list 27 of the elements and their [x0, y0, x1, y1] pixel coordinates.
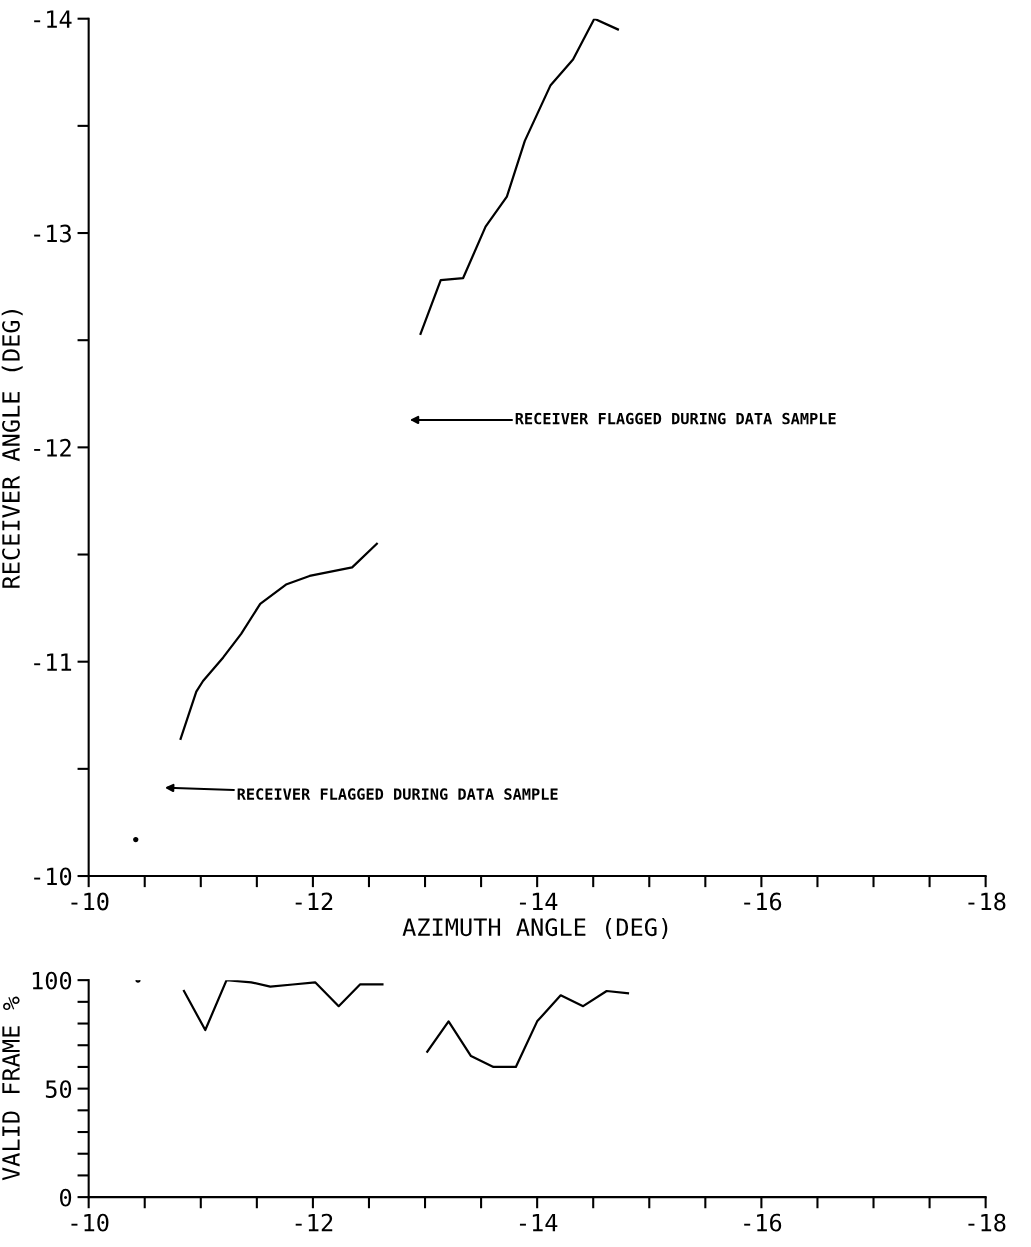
y-tick-label: -14: [34, 10, 72, 28]
x-tick-label: -14: [519, 1213, 558, 1232]
annotation: RECEIVER FLAGGED DURING DATA SAMPLE: [515, 412, 836, 425]
y-tick-label: -13: [34, 224, 71, 243]
x-tick-label: -18: [968, 1213, 1006, 1232]
x-tick-label: -10: [71, 1213, 109, 1232]
y-axis-title: RECEIVER ANGLE (DEG): [1, 310, 23, 588]
y-tick-label: -10: [34, 867, 72, 886]
x-tick-label: -14: [519, 892, 558, 911]
line-series: [419, 18, 619, 335]
x-tick-label: -16: [744, 1213, 782, 1232]
line-series: [182, 980, 384, 1032]
y-tick-label: 0: [60, 1188, 72, 1207]
y-tick-label: 100: [32, 971, 72, 990]
x-tick-label: -12: [295, 1213, 333, 1232]
y-tick-label: -11: [34, 653, 72, 671]
x-tick-label: -18: [968, 892, 1006, 911]
line-series: [426, 989, 630, 1069]
x-tick-label: -12: [295, 892, 333, 911]
y-axis-title: VALID FRAME %: [2, 996, 20, 1181]
y-tick-label: -12: [34, 438, 71, 457]
line-series: [179, 542, 378, 740]
y-tick-label: 50: [45, 1080, 72, 1098]
annotation: RECEIVER FLAGGED DURING DATA SAMPLE: [237, 788, 558, 800]
x-tick-label: -16: [744, 892, 782, 911]
x-tick-label: -10: [71, 892, 109, 911]
x-axis-title: AZIMUTH ANGLE (DEG): [402, 917, 668, 939]
